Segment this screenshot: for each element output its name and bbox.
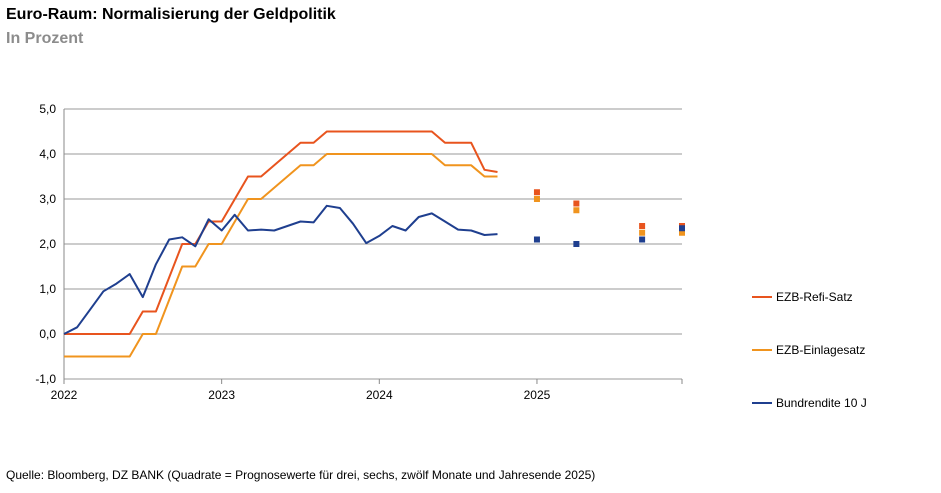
y-tick-label: 5,0 [39,102,56,116]
y-tick-label: 2,0 [39,237,56,251]
forecast-point-1 [533,189,540,196]
y-tick-label: -1,0 [35,372,56,386]
forecast-point-2 [679,229,685,236]
forecast-point-1 [639,223,646,229]
forecast-markers [533,189,685,247]
series-line-1 [64,130,498,335]
forecast-point-3 [679,225,685,232]
axes: -1,0 0,0 1,0 2,0 3,0 4,0 5,0 2022 2023 2024 2025 [35,102,683,402]
y-tick-label: 1,0 [39,282,56,296]
legend-item-bund: Bundrendite 10 J [752,395,867,411]
forecast-point-2 [533,196,540,202]
forecast-point-3 [573,241,580,247]
forecast-point-2 [639,229,646,236]
series-line-3 [63,204,498,335]
series-lines [63,130,498,358]
chart-subtitle: In Prozent [6,30,84,47]
legend-label-bund: Bundrendite 10 J [776,396,867,410]
forecast-point-1 [573,200,580,207]
legend-item-refi: EZB-Refi-Satz [752,289,853,305]
y-tick-label: 3,0 [39,192,56,206]
legend-swatch-einlage [752,349,772,351]
x-tick-label: 2024 [366,388,393,402]
forecast-point-3 [533,236,540,243]
legend-item-einlage: EZB-Einlagesatz [752,342,865,358]
legend-label-einlage: EZB-Einlagesatz [776,343,866,357]
x-tick-label: 2025 [524,388,551,402]
x-tick-label: 2023 [208,388,235,402]
legend-swatch-refi [752,296,772,298]
legend-swatch-bund [752,402,772,404]
y-tick-label: 4,0 [39,147,56,161]
forecast-point-3 [639,236,646,243]
series-line-2 [64,153,498,358]
forecast-point-2 [573,207,580,214]
y-tick-label: 0,0 [39,327,56,341]
source-note: Quelle: Bloomberg, DZ BANK (Quadrate = P… [6,468,596,482]
gridlines [64,108,682,380]
legend-label-refi: EZB-Refi-Satz [776,290,853,304]
chart-title: Euro-Raum: Normalisierung der Geldpoliti… [6,6,336,23]
x-tick-label: 2022 [51,388,78,402]
